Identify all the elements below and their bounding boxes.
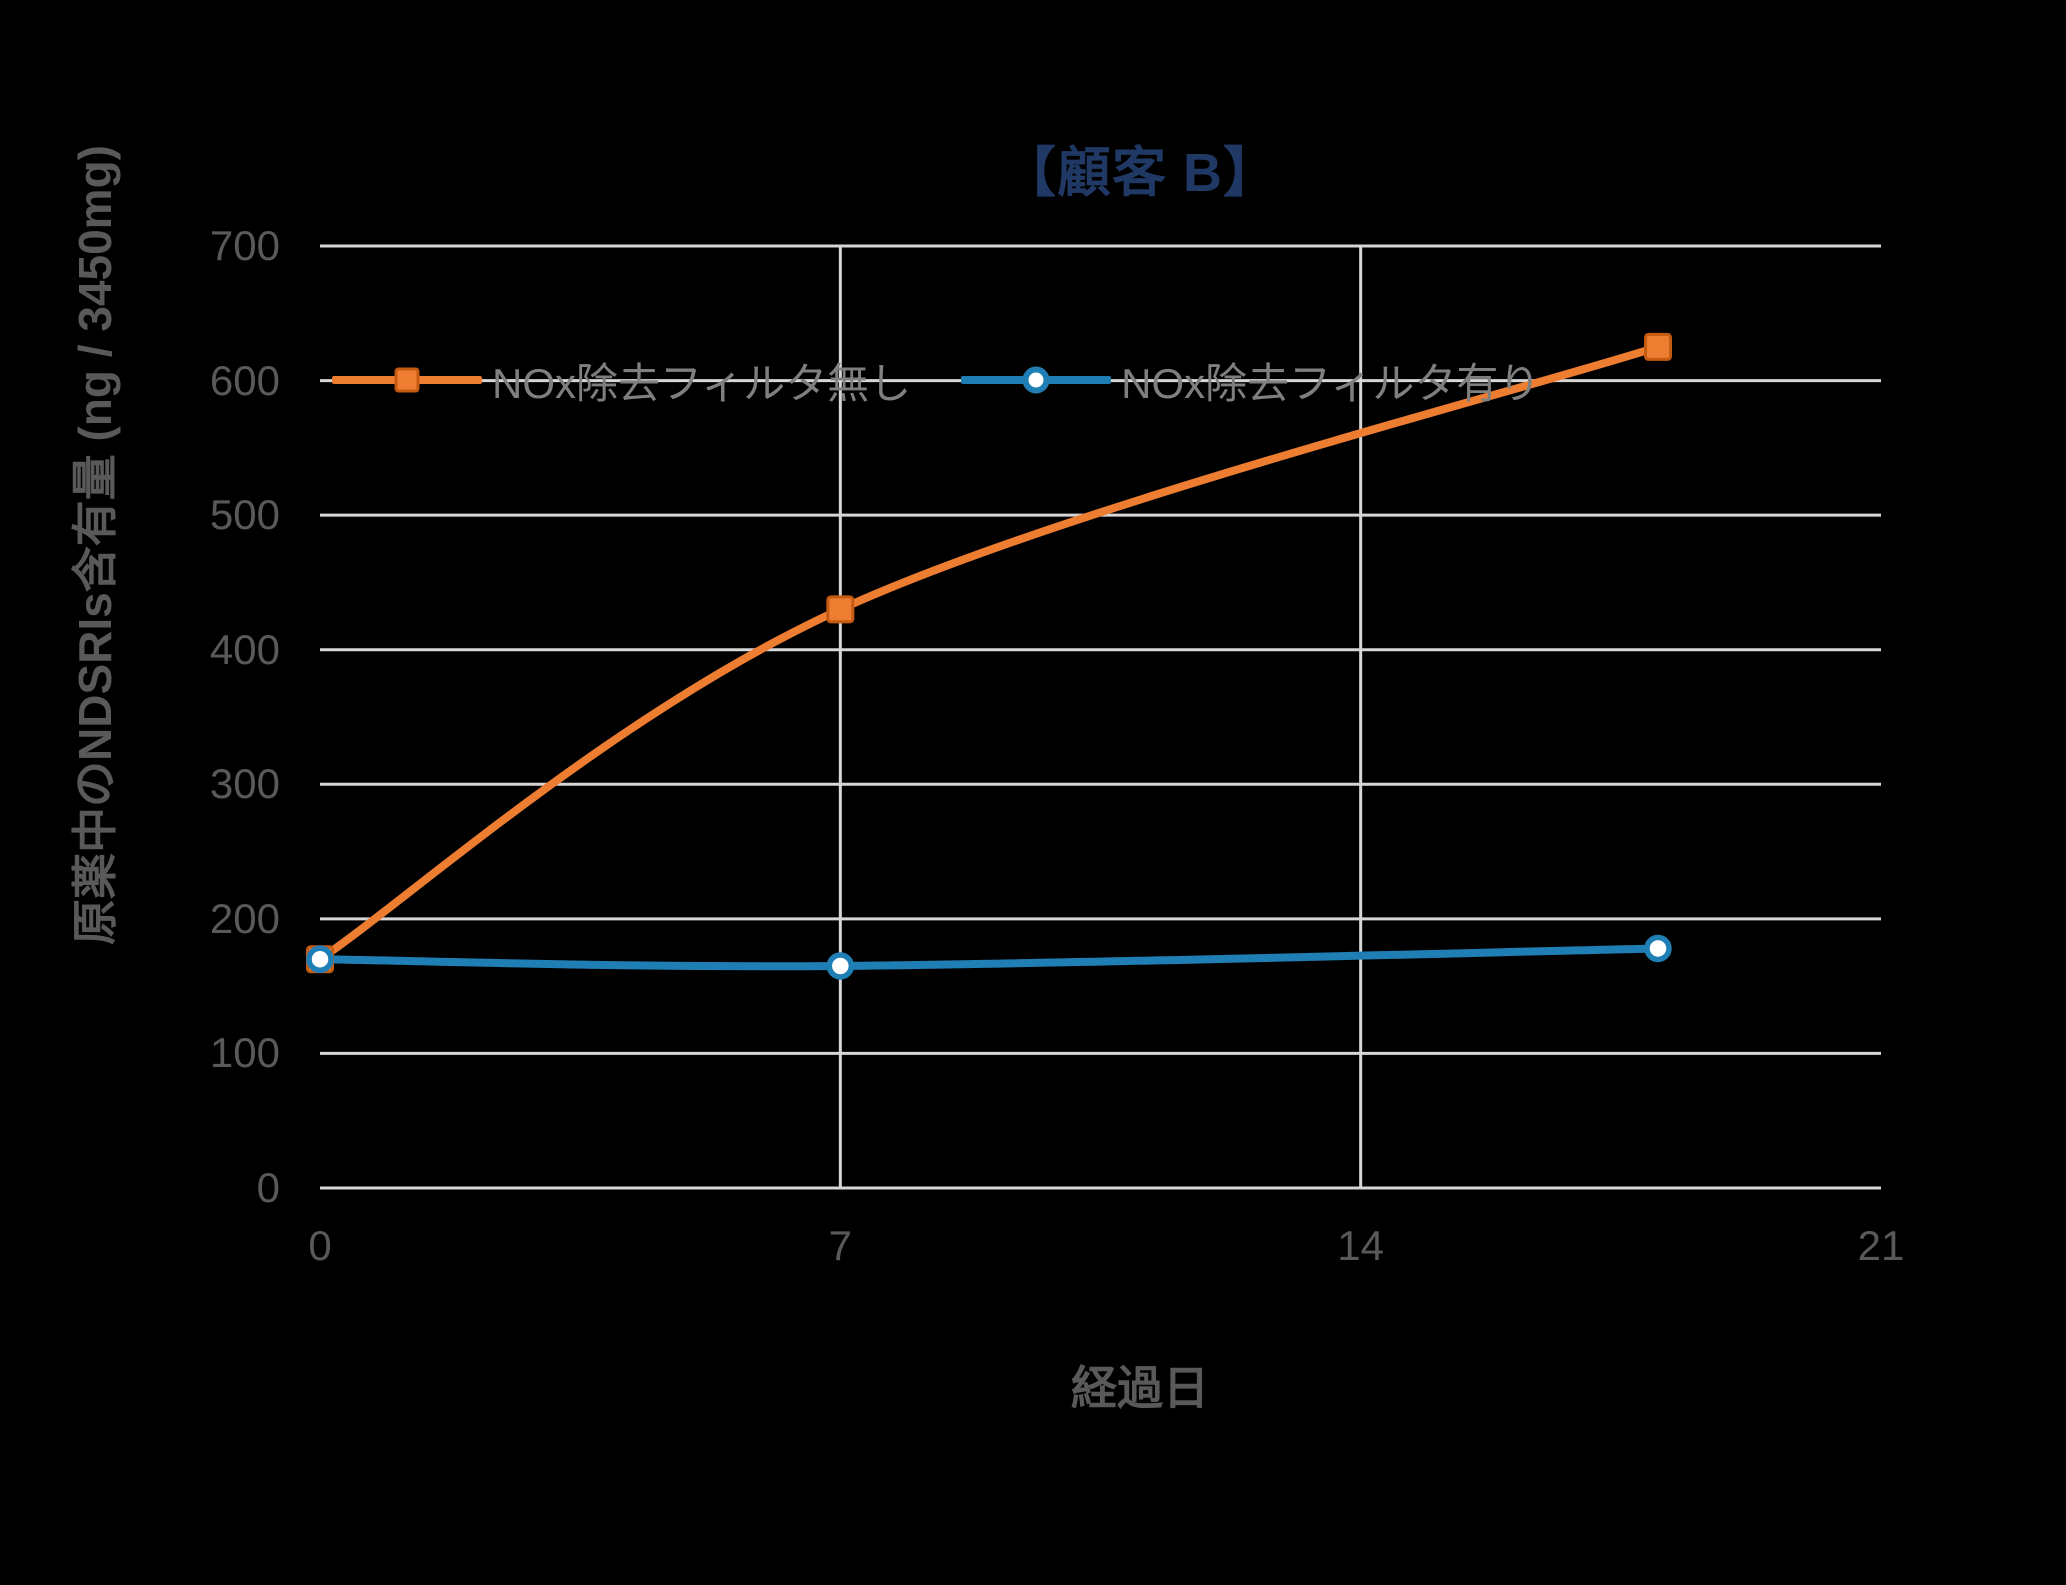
series-markers-0 bbox=[306, 332, 1672, 974]
legend-label: NOx除去フィルタ無し bbox=[492, 359, 912, 407]
y-tick-label-100: 100 bbox=[209, 1029, 280, 1077]
y-tick-label-400: 400 bbox=[209, 625, 280, 673]
circle-marker bbox=[826, 952, 855, 980]
y-tick-label-0: 0 bbox=[256, 1164, 280, 1211]
x-tick-label-0: 0 bbox=[308, 1222, 332, 1269]
x-tick-label-14: 14 bbox=[1337, 1222, 1385, 1269]
x-tick-label-21: 21 bbox=[1857, 1222, 1905, 1269]
y-tick-label-500: 500 bbox=[209, 491, 280, 539]
circle-marker bbox=[1644, 934, 1672, 963]
y-tick-label-700: 700 bbox=[209, 222, 280, 269]
y-tick-label-300: 300 bbox=[209, 760, 280, 808]
legend-line-sample bbox=[332, 367, 482, 393]
series-line-1 bbox=[316, 944, 1662, 971]
y-tick-label-200: 200 bbox=[209, 894, 280, 942]
series-markers-1 bbox=[306, 934, 1672, 980]
x-axis-title: 経過日 bbox=[1071, 1362, 1209, 1414]
circle-marker bbox=[306, 945, 334, 973]
circle-marker-icon bbox=[1022, 366, 1050, 394]
legend-line-sample bbox=[961, 366, 1112, 394]
series-line-0 bbox=[316, 342, 1662, 964]
y-tick-label-600: 600 bbox=[209, 356, 280, 404]
legend-item-1: NOx除去フィルタ有り bbox=[961, 350, 1540, 411]
square-marker bbox=[1644, 332, 1672, 361]
legend: NOx除去フィルタ無し NOx除去フィルタ有り bbox=[332, 352, 1540, 408]
square-marker bbox=[826, 595, 855, 624]
x-tick-label-7: 7 bbox=[828, 1222, 852, 1269]
legend-label: NOx除去フィルタ有り bbox=[1121, 359, 1541, 407]
legend-item-0: NOx除去フィルタ無し bbox=[332, 350, 911, 411]
square-marker-icon bbox=[394, 367, 420, 393]
chart-title: 【顧客 B】 bbox=[1002, 143, 1278, 203]
